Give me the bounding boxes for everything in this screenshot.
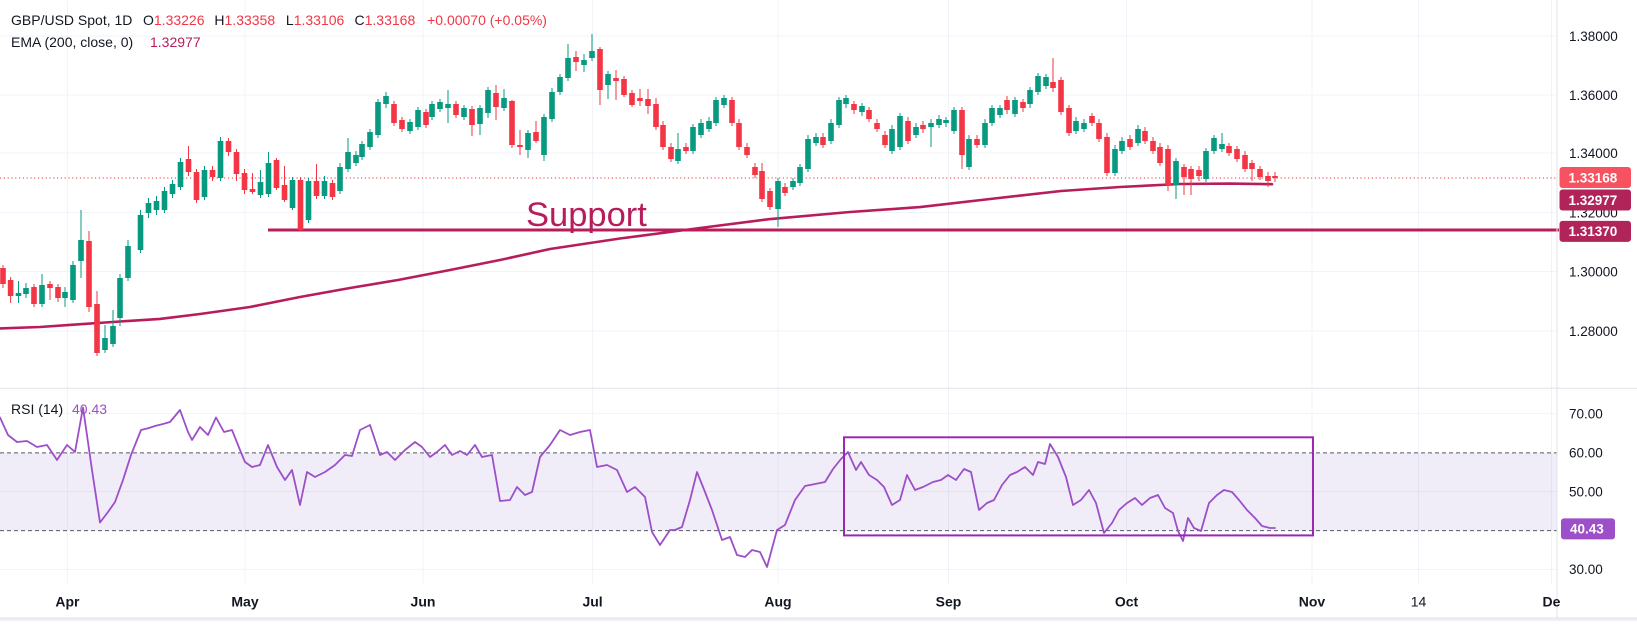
- svg-text:May: May: [231, 594, 258, 610]
- svg-text:1.38000: 1.38000: [1569, 29, 1618, 44]
- svg-text:30.00: 30.00: [1569, 562, 1603, 577]
- svg-text:Aug: Aug: [764, 594, 791, 610]
- svg-text:EMA (200, close, 0)1.32977: EMA (200, close, 0) 1.32977: [11, 34, 201, 50]
- svg-text:Sep: Sep: [936, 594, 962, 610]
- svg-text:Support: Support: [526, 196, 647, 234]
- svg-text:Jun: Jun: [411, 594, 436, 610]
- svg-text:60.00: 60.00: [1569, 446, 1603, 461]
- svg-text:Apr: Apr: [55, 594, 80, 610]
- svg-text:De: De: [1543, 594, 1561, 610]
- svg-text:1.32977: 1.32977: [1569, 193, 1618, 208]
- svg-text:RSI (14)40.43: RSI (14) 40.43: [11, 401, 107, 417]
- svg-text:1.31370: 1.31370: [1569, 224, 1618, 239]
- svg-text:14: 14: [1411, 594, 1427, 610]
- svg-text:70.00: 70.00: [1569, 406, 1603, 421]
- svg-text:1.30000: 1.30000: [1569, 264, 1618, 279]
- svg-text:Oct: Oct: [1115, 594, 1139, 610]
- svg-text:40.43: 40.43: [1570, 522, 1604, 537]
- svg-text:50.00: 50.00: [1569, 484, 1603, 499]
- svg-text:1.28000: 1.28000: [1569, 324, 1618, 339]
- svg-text:Nov: Nov: [1299, 594, 1326, 610]
- svg-text:1.34000: 1.34000: [1569, 146, 1618, 161]
- svg-text:1.33168: 1.33168: [1569, 170, 1618, 185]
- svg-text:1.36000: 1.36000: [1569, 88, 1618, 103]
- svg-text:Jul: Jul: [582, 594, 602, 610]
